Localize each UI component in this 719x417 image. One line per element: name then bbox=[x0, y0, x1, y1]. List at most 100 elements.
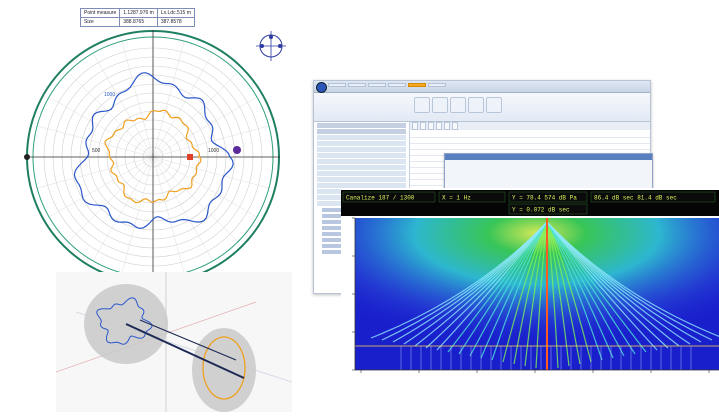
spectrum-curve bbox=[546, 221, 719, 338]
blue-3d-profile bbox=[96, 297, 153, 345]
polar-spoke bbox=[152, 156, 258, 218]
polar-spoke bbox=[37, 156, 154, 189]
table-tab[interactable] bbox=[452, 122, 458, 130]
table-tab[interactable] bbox=[444, 122, 450, 130]
polar-spoke bbox=[152, 71, 239, 158]
orange-profile-line bbox=[104, 109, 202, 204]
polar-spoke bbox=[92, 156, 154, 262]
readout-cell bbox=[508, 191, 588, 203]
sidebar-item[interactable] bbox=[317, 141, 406, 146]
left-axis-marker bbox=[24, 154, 30, 160]
polar-spoke bbox=[92, 52, 154, 158]
connector-line bbox=[125, 323, 245, 379]
table-tab[interactable] bbox=[428, 122, 434, 130]
ribbon-button[interactable] bbox=[486, 97, 502, 113]
table-row[interactable] bbox=[410, 138, 650, 144]
polar-spoke bbox=[152, 156, 239, 243]
table-tab[interactable] bbox=[420, 122, 426, 130]
spectrum-glow bbox=[355, 218, 719, 370]
ribbon-button[interactable] bbox=[450, 97, 466, 113]
spectrum-curve bbox=[491, 221, 548, 361]
readout-text: X = 1 Hz bbox=[442, 195, 471, 202]
polar-spoke bbox=[121, 41, 154, 158]
ribbon-button[interactable] bbox=[432, 97, 448, 113]
blue-profile-line bbox=[73, 72, 234, 230]
readout-text: Canalize 187 / 1300 bbox=[346, 195, 415, 202]
table-tab-strip bbox=[410, 122, 650, 130]
title-bar bbox=[314, 81, 650, 93]
axis-ticks bbox=[352, 217, 710, 373]
ribbon-tab[interactable] bbox=[388, 83, 406, 87]
spectrum-curve bbox=[546, 221, 603, 361]
ribbon-button[interactable] bbox=[414, 97, 430, 113]
polar-chart: 1000 500 1000 bbox=[24, 30, 286, 272]
orange-3d-profile bbox=[202, 336, 246, 400]
polar-spoke bbox=[121, 156, 154, 272]
spectrum-curve bbox=[513, 221, 548, 365]
ribbon-tabs bbox=[328, 83, 446, 87]
table-row[interactable] bbox=[410, 132, 650, 138]
sidebar-item[interactable] bbox=[317, 123, 406, 128]
polar-plot-panel: Point measure 1.1287.976 m Lx.Ldc.515 m … bbox=[0, 0, 300, 272]
polar-spoke bbox=[48, 96, 154, 158]
polar-spoke bbox=[152, 52, 214, 158]
sidebar-item[interactable] bbox=[317, 165, 406, 170]
spectrum-curve bbox=[546, 221, 559, 369]
readout-cell bbox=[342, 191, 436, 203]
ribbon-tab[interactable] bbox=[348, 83, 366, 87]
polar-spoke bbox=[67, 71, 154, 158]
measurement-info-table: Point measure 1.1287.976 m Lx.Ldc.515 m … bbox=[79, 8, 195, 27]
info-row: Point measure 1.1287.976 m Lx.Ldc.515 m bbox=[79, 8, 195, 18]
sidebar-item[interactable] bbox=[317, 129, 406, 134]
readout-text: 86.4 dB sec 81.4 dB sec bbox=[594, 195, 677, 202]
ring-label: 1000 bbox=[104, 92, 115, 98]
table-tab[interactable] bbox=[412, 122, 418, 130]
dialog-title bbox=[445, 154, 652, 160]
spectrum-curve bbox=[370, 221, 548, 339]
ribbon-tab[interactable] bbox=[328, 83, 346, 87]
sidebar-item[interactable] bbox=[317, 183, 406, 188]
info-value: 387.8578 bbox=[156, 17, 195, 27]
ribbon-button[interactable] bbox=[468, 97, 484, 113]
sidebar-item[interactable] bbox=[317, 159, 406, 164]
spectrum-spikes bbox=[400, 346, 692, 370]
ribbon-tab[interactable] bbox=[368, 83, 386, 87]
ribbon-tab[interactable] bbox=[408, 83, 426, 87]
app-logo-icon[interactable] bbox=[316, 82, 327, 93]
connector-line bbox=[139, 319, 237, 361]
readout-cell bbox=[438, 191, 506, 203]
readout-cell bbox=[590, 191, 716, 203]
view-3d-canvas bbox=[55, 272, 293, 412]
polar-spoke bbox=[152, 125, 269, 158]
sidebar-item[interactable] bbox=[317, 135, 406, 140]
polar-spoke bbox=[152, 156, 214, 262]
readout-text: Y = 78.4 574 dB Pa bbox=[512, 195, 577, 202]
sidebar-item[interactable] bbox=[317, 147, 406, 152]
readout-cell bbox=[508, 203, 588, 215]
polar-spoke bbox=[152, 156, 185, 272]
sidebar-item[interactable] bbox=[317, 171, 406, 176]
spectrum-panel: Canalize 187 / 1300 X = 1 Hz Y = 78.4 574 … bbox=[341, 188, 719, 412]
info-row: Size 388.8765 387.8578 bbox=[79, 17, 195, 27]
ribbon-tab[interactable] bbox=[428, 83, 446, 87]
readout-cells: Canalize 187 / 1300 X = 1 Hz Y = 78.4 574 … bbox=[342, 191, 716, 215]
spectrum-curve bbox=[546, 221, 581, 365]
spectrum-curves bbox=[370, 221, 719, 369]
spectrum-curve bbox=[546, 221, 592, 363]
ring-label: 500 bbox=[92, 148, 101, 154]
ribbon-toolbar bbox=[314, 93, 650, 122]
readout-text: Y = 0.072 dB sec bbox=[512, 207, 570, 214]
info-label: Size bbox=[79, 17, 121, 27]
polar-spoke bbox=[67, 156, 154, 243]
table-tab[interactable] bbox=[436, 122, 442, 130]
sidebar-item[interactable] bbox=[317, 177, 406, 182]
sidebar-item[interactable] bbox=[317, 153, 406, 158]
polar-spoke bbox=[152, 156, 269, 189]
table-row[interactable] bbox=[410, 144, 650, 150]
spectrum-chart: Canalize 187 / 1300 X = 1 Hz Y = 78.4 574 … bbox=[341, 190, 719, 373]
spectrum-curve bbox=[535, 221, 548, 369]
red-marker[interactable] bbox=[187, 154, 193, 160]
polar-spoke bbox=[48, 156, 154, 218]
purple-marker[interactable] bbox=[233, 146, 241, 154]
polar-spoke bbox=[152, 96, 258, 158]
